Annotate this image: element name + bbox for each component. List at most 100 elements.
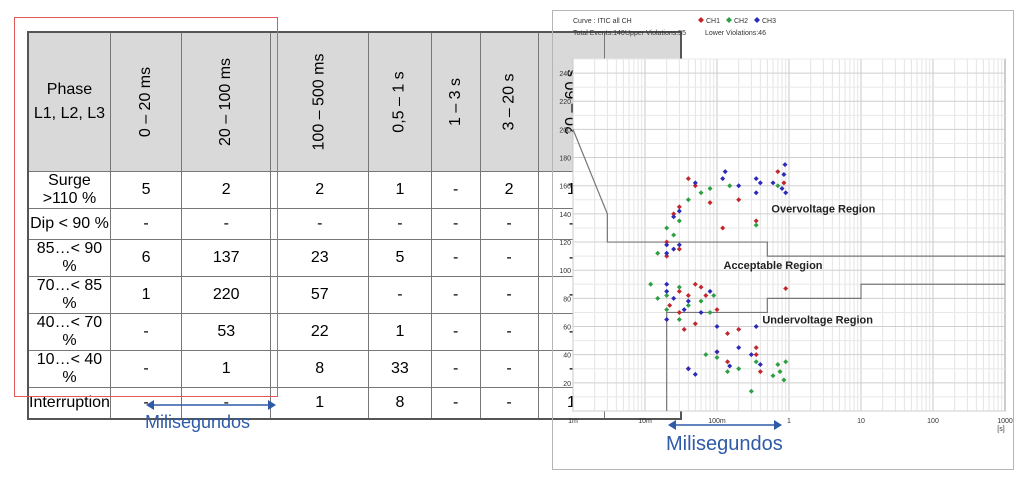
table-cell: 1 (368, 171, 432, 209)
table-cell: - (109, 208, 183, 240)
data-point-ch1 (753, 345, 759, 351)
data-point-ch3 (685, 298, 691, 304)
data-point-ch1 (714, 307, 720, 313)
table-cell: - (430, 387, 481, 420)
data-point-ch2 (648, 281, 654, 287)
data-point-ch2 (781, 377, 787, 383)
data-point-ch1 (720, 225, 726, 231)
data-point-ch1 (783, 286, 789, 292)
column-header-label: 0,5 – 1 s (390, 71, 408, 133)
data-point-ch3 (757, 180, 763, 186)
data-point-ch2 (783, 359, 789, 365)
data-point-ch1 (664, 239, 670, 245)
table-cell: - (430, 350, 481, 388)
right-arrow-head-right (774, 420, 782, 430)
y-tick-label: 120 (559, 240, 571, 247)
y-tick-label: 100 (559, 268, 571, 275)
data-point-ch2 (711, 293, 717, 299)
data-point-ch2 (753, 222, 759, 228)
data-point-ch2 (685, 197, 691, 203)
data-point-ch3 (664, 288, 670, 294)
table-cell: 1 (109, 276, 183, 314)
data-point-ch3 (722, 169, 728, 175)
legend-marker (698, 17, 704, 23)
column-header-label: 20 – 100 ms (217, 57, 235, 147)
data-point-ch1 (753, 352, 759, 358)
data-point-ch1 (692, 321, 698, 327)
data-point-ch2 (727, 183, 733, 189)
data-point-ch1 (736, 197, 742, 203)
event-table-panel: Phase L1, L2, L3 0 – 20 ms 20 – 100 ms 100… (14, 17, 683, 420)
data-point-ch1 (664, 253, 670, 259)
lower-violations-text: Lower Violations:46 (705, 30, 766, 37)
data-point-ch3 (681, 307, 687, 313)
data-point-ch2 (685, 302, 691, 308)
row-label: 10…< 40 % (27, 350, 111, 388)
data-point-ch1 (707, 200, 713, 206)
table-cell: - (368, 208, 432, 240)
table-cell: - (479, 208, 539, 240)
table-cell: - (430, 208, 481, 240)
table-cell: 1 (181, 350, 272, 388)
data-point-ch1 (692, 183, 698, 189)
column-header: 20 – 100 ms (181, 31, 272, 172)
table-cell: 57 (270, 276, 370, 314)
x-unit-label: [s] (997, 426, 1004, 433)
table-cell: 53 (181, 313, 272, 351)
table-cell: 8 (270, 350, 370, 388)
data-point-ch1 (671, 211, 677, 217)
region-label: Undervoltage Region (762, 315, 873, 327)
data-point-ch2 (707, 186, 713, 192)
data-point-ch2 (664, 307, 670, 313)
data-point-ch2 (748, 388, 754, 394)
data-point-ch3 (692, 180, 698, 186)
data-point-ch3 (753, 190, 759, 196)
data-point-ch3 (783, 190, 789, 196)
chart-curve-text: Curve : ITIC all CH (573, 18, 632, 25)
table-cell: - (181, 387, 272, 420)
y-tick-label: 20 (563, 381, 571, 388)
column-header-label: 3 – 20 s (500, 73, 518, 131)
data-point-ch1 (753, 218, 759, 224)
table-cell: - (368, 276, 432, 314)
data-point-ch3 (671, 214, 677, 220)
data-point-ch3 (720, 176, 726, 182)
column-header: 100 – 500 ms (270, 31, 370, 172)
phase-header: Phase L1, L2, L3 (27, 31, 111, 172)
table-cell: - (479, 276, 539, 314)
data-point-ch2 (671, 232, 677, 238)
data-point-ch2 (775, 362, 781, 368)
table-cell: 8 (368, 387, 432, 420)
data-point-ch3 (692, 371, 698, 377)
column-header: 1 – 3 s (430, 31, 481, 172)
data-point-ch1 (681, 326, 687, 332)
data-point-ch1 (698, 284, 704, 290)
table-cell: 220 (181, 276, 272, 314)
data-point-ch3 (671, 295, 677, 301)
data-point-ch1 (685, 293, 691, 299)
data-point-ch3 (664, 242, 670, 248)
table-cell: - (109, 387, 183, 420)
data-point-ch2 (714, 354, 720, 360)
itic-chart-panel: Curve : ITIC all CH CH1 CH2 CH3 Total Events… (552, 10, 1014, 470)
table-cell: - (109, 313, 183, 351)
data-point-ch1 (676, 246, 682, 252)
data-point-ch2 (664, 293, 670, 299)
column-header: 3 – 20 s (479, 31, 539, 172)
left-annotation: Milisegundos (145, 412, 251, 432)
data-point-ch2 (777, 369, 783, 375)
data-point-ch3 (714, 349, 720, 355)
legend-label: CH2 (734, 18, 748, 25)
data-point-ch3 (685, 366, 691, 372)
legend-label: CH3 (762, 18, 776, 25)
data-point-ch1 (757, 369, 763, 375)
legend-marker (754, 17, 760, 23)
x-tick-label: 10 (857, 418, 865, 425)
data-point-ch3 (781, 171, 787, 177)
itic-chart: Curve : ITIC all CH CH1 CH2 CH3 Total Events… (559, 17, 1013, 433)
data-point-ch2 (676, 284, 682, 290)
data-point-ch3 (736, 183, 742, 189)
table-cell: 2 (479, 171, 539, 209)
table-cell: - (270, 208, 370, 240)
data-point-ch1 (703, 293, 709, 299)
